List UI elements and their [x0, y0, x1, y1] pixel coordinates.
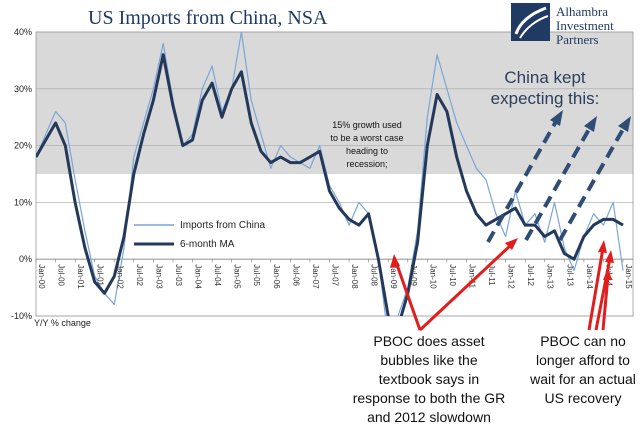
- x-tick-label: Jul-00: [57, 264, 66, 286]
- x-tick-label: Jan-00: [37, 264, 46, 289]
- x-tick-label: Jan-10: [428, 264, 437, 289]
- red-arrow-heads: [390, 238, 614, 280]
- logo-line-2: Investment: [556, 18, 614, 33]
- x-tick-label: Jul-08: [370, 264, 379, 286]
- logo-line-3: Partners: [556, 32, 599, 47]
- x-tick-label: Jan-04: [194, 264, 203, 289]
- red-arrowhead-1: [390, 254, 400, 268]
- pboc1-line-3: textbook says in: [379, 371, 479, 387]
- pboc1-line-4: response to both the GR: [353, 390, 506, 406]
- x-tick-label: Jul-12: [526, 264, 535, 286]
- china-expect-line-2: expecting this:: [491, 89, 600, 108]
- red-arrowhead-2: [505, 238, 518, 250]
- x-tick-label: Jul-07: [331, 264, 340, 286]
- pboc-note-2: PBOC can no longer afford to wait for an…: [529, 333, 636, 406]
- note-15pct-line-3: heading to: [346, 146, 388, 156]
- china-expect-note: China kept expecting this:: [491, 68, 600, 108]
- x-tick-label: Jan-11: [467, 264, 476, 288]
- x-tick-label: Jul-05: [252, 264, 261, 286]
- dashed-arrow-3: [558, 123, 628, 241]
- x-tick-label: Jan-13: [546, 264, 555, 289]
- red-arrowhead-4: [605, 250, 614, 263]
- y-tick-label: 40%: [14, 27, 32, 37]
- dashed-arrow-2: [524, 123, 594, 241]
- dashed-arrowhead-2: [584, 116, 597, 132]
- pboc1-line-1: PBOC does asset: [373, 333, 484, 349]
- x-tick-label: Jan-05: [233, 264, 242, 289]
- plot-area: -10% 0% 10% 20% 30% 40% Jan-00 Jul-00 Jan-01 Jul-…: [11, 27, 634, 321]
- x-tick-label: Jul-03: [174, 264, 183, 286]
- dashed-arrowhead-1: [550, 110, 563, 126]
- x-tick-label: Jan-12: [507, 264, 516, 289]
- series-line-6mo-ma: [36, 53, 624, 316]
- x-tick-label: Jan-03: [154, 264, 163, 289]
- legend-label-ma: 6-month MA: [180, 239, 235, 250]
- note-15pct-line-1: 15% growth used: [332, 120, 402, 130]
- x-tick-label: Jan-01: [76, 264, 85, 289]
- x-tick-label: Jul-11: [487, 264, 496, 286]
- dashed-expectation-arrows: [486, 117, 628, 243]
- y-tick-label: 30%: [14, 84, 32, 94]
- legend: Imports from China 6-month MA: [134, 220, 265, 250]
- pboc2-line-3: wait for an actual: [529, 371, 636, 387]
- dashed-arrow-heads: [550, 110, 631, 132]
- x-tick-label: Jul-01: [96, 264, 105, 286]
- alhambra-logo: Alhambra Investment Partners: [511, 3, 614, 47]
- pboc2-line-1: PBOC can no: [540, 333, 626, 349]
- pboc2-line-2: longer afford to: [536, 352, 630, 368]
- x-tick-label: Jan-07: [311, 264, 320, 289]
- x-tick-label: Jan-15: [624, 264, 633, 289]
- logo-line-1: Alhambra: [556, 4, 608, 19]
- x-tick-label: Jul-09: [409, 264, 418, 286]
- note-15pct-line-2: to be a worst case: [330, 133, 403, 143]
- x-tick-label: Jul-04: [213, 264, 222, 286]
- pboc-note-1: PBOC does asset bubbles like the textboo…: [353, 333, 506, 425]
- x-tick-label: Jan-02: [115, 264, 124, 289]
- dashed-arrowhead-3: [618, 116, 631, 132]
- plot-frame: [35, 31, 634, 317]
- red-arrow-pboc2-a: [587, 247, 605, 331]
- y-tick-label: 20%: [14, 141, 32, 151]
- pboc2-line-4: US recovery: [544, 390, 621, 406]
- note-15pct-line-4: recession;: [346, 159, 387, 169]
- red-arrowhead-5: [603, 268, 612, 280]
- y-tick-label: -10%: [11, 311, 32, 321]
- legend-label-imports: Imports from China: [180, 220, 265, 231]
- red-arrows: [394, 242, 612, 332]
- red-arrow-to-2009: [394, 261, 422, 331]
- pboc1-line-2: bubbles like the: [380, 352, 478, 368]
- x-tick-label: Jan-09: [389, 264, 398, 289]
- y-axis-label: Y/Y % change: [34, 318, 91, 328]
- pboc1-line-5: and 2012 slowdown: [367, 409, 491, 425]
- x-tick-label: Jul-13: [565, 264, 574, 286]
- x-tick-label: Jan-08: [350, 264, 359, 289]
- y-tick-label: 0%: [19, 254, 32, 264]
- chart-title: US Imports from China, NSA: [88, 7, 328, 29]
- x-tick-label: Jul-10: [448, 264, 457, 286]
- x-tick-label: Jul-02: [135, 264, 144, 286]
- y-tick-label: 10%: [14, 197, 32, 207]
- x-tick-label: Jan-06: [272, 264, 281, 289]
- note-15pct: 15% growth used to be a worst case headi…: [330, 120, 403, 169]
- china-expect-line-1: China kept: [504, 68, 586, 87]
- x-tick-label: Jan-14: [585, 264, 594, 289]
- x-tick-label: Jul-06: [291, 264, 300, 286]
- dashed-arrow-1: [486, 117, 560, 243]
- red-arrow-to-2012: [418, 242, 514, 332]
- red-arrowhead-3: [598, 240, 607, 253]
- red-arrow-pboc2-c: [601, 275, 610, 331]
